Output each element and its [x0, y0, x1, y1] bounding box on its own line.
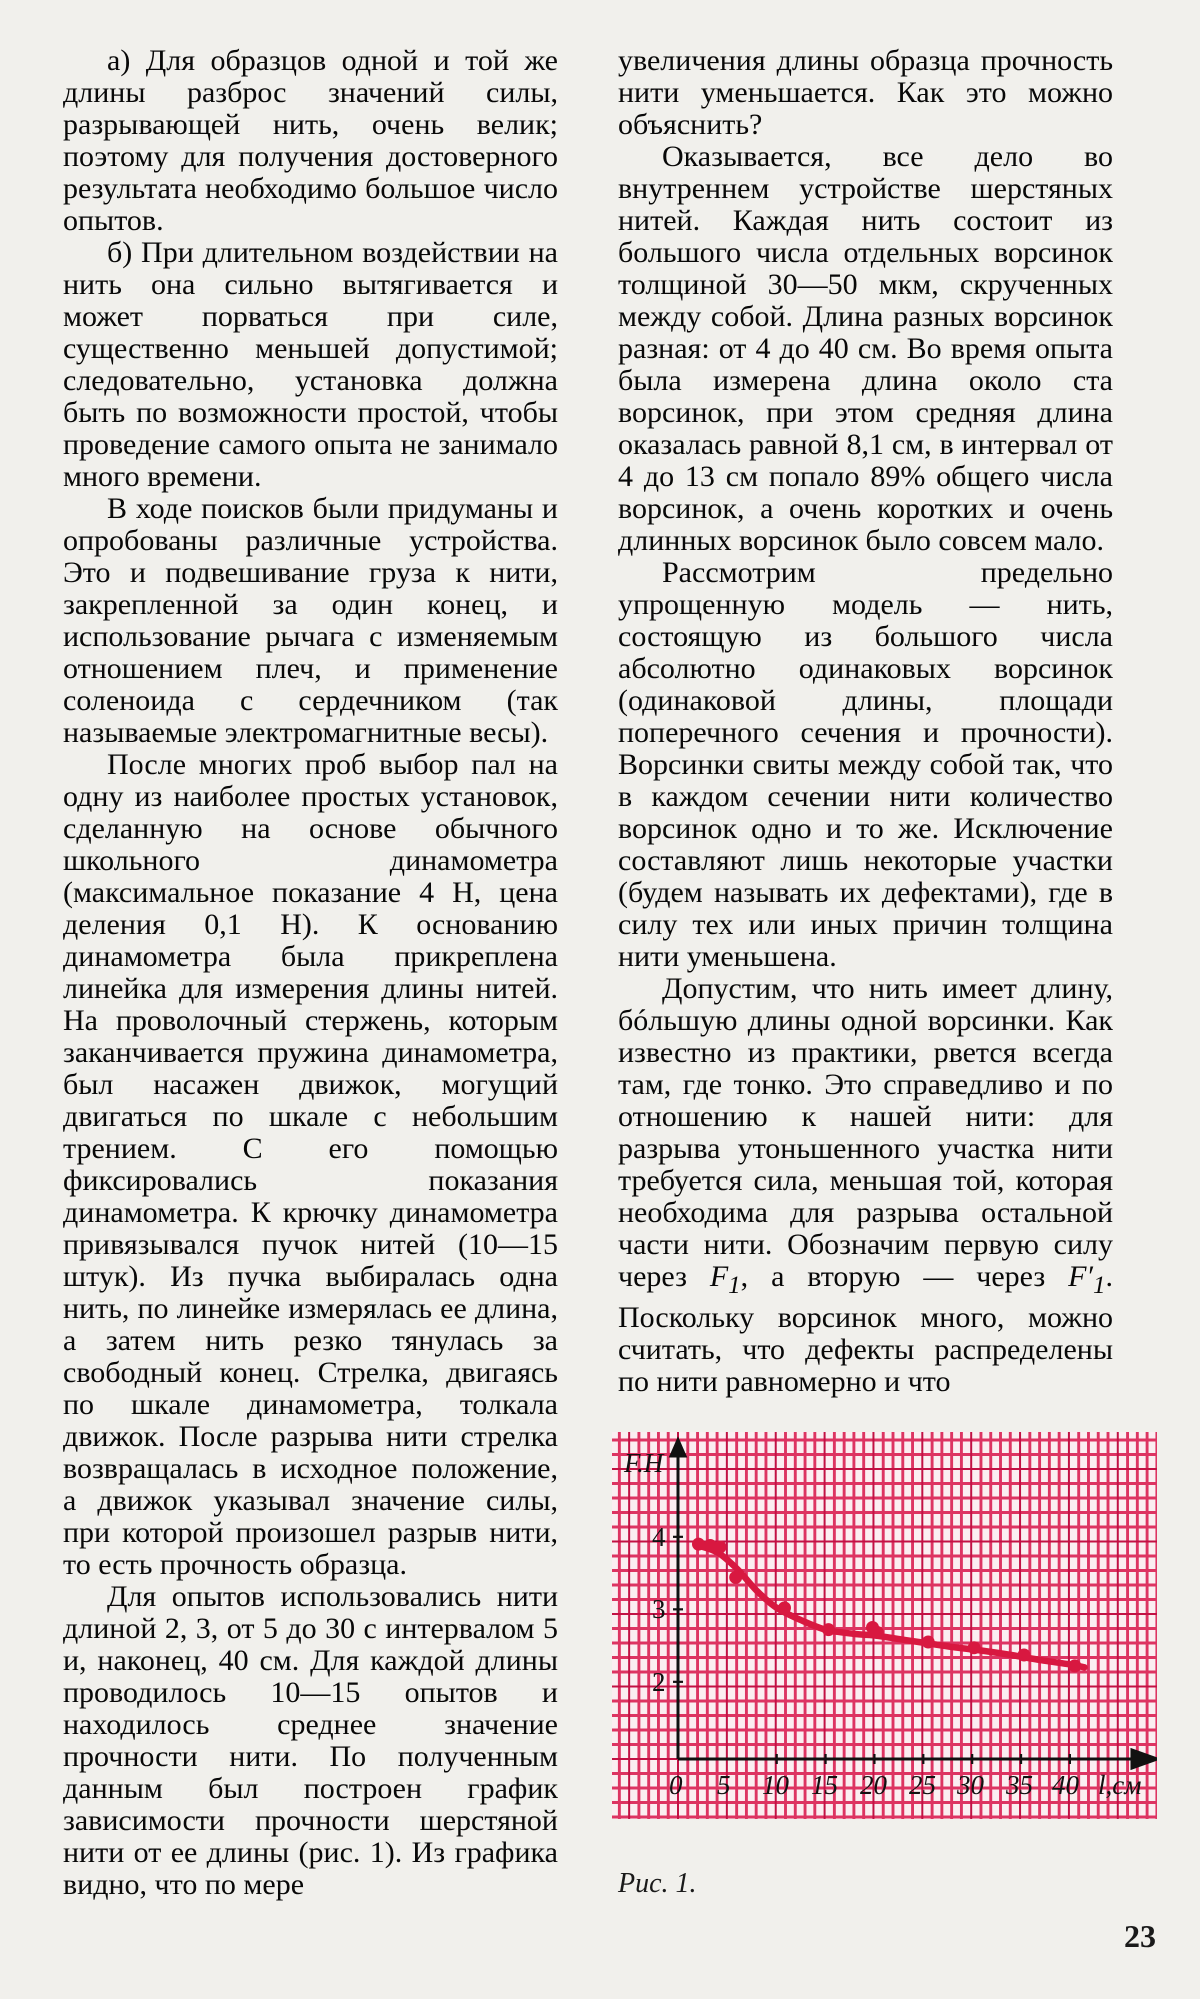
svg-text:20: 20	[860, 1770, 888, 1800]
svg-text:30: 30	[956, 1770, 985, 1800]
svg-text:5: 5	[717, 1770, 731, 1800]
svg-text:F.H: F.H	[623, 1448, 665, 1478]
svg-text:10: 10	[762, 1770, 790, 1800]
svg-text:15: 15	[811, 1770, 838, 1800]
svg-text:0: 0	[669, 1770, 683, 1800]
svg-text:35: 35	[1005, 1770, 1033, 1800]
svg-text:4: 4	[652, 1522, 666, 1552]
svg-text:40: 40	[1052, 1770, 1080, 1800]
svg-text:25: 25	[909, 1770, 936, 1800]
svg-text:3: 3	[652, 1594, 666, 1624]
svg-text:2: 2	[652, 1667, 666, 1697]
svg-text:l,см: l,см	[1098, 1770, 1141, 1800]
